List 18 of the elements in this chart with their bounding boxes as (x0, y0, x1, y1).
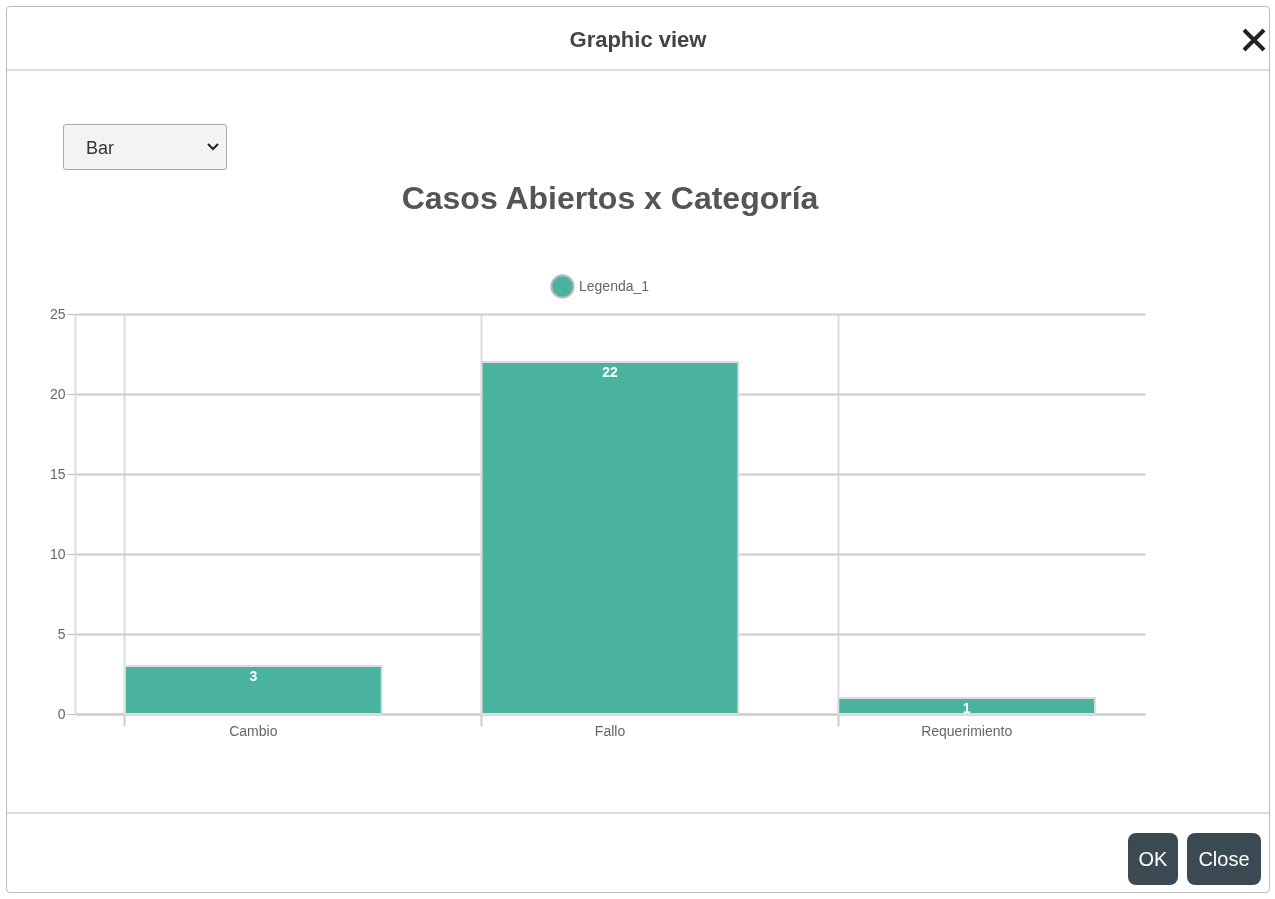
y-tick-label: 0 (57, 705, 66, 722)
x-tick-label: Requerimiento (921, 722, 1013, 739)
x-tick-label: Cambio (229, 722, 278, 739)
text: Graphic view (7, 7, 1269, 71)
x-tick-label: Fallo (594, 722, 626, 739)
data-label: 22 (602, 364, 618, 380)
y-tick-label: 10 (49, 545, 66, 562)
text: Bar (63, 124, 227, 170)
text: OK (1128, 833, 1178, 885)
chart-title: Casos Abiertos x Categoría (401, 180, 819, 216)
y-tick-label: 15 (49, 465, 66, 482)
y-tick-label: 20 (49, 385, 66, 402)
text: Close (1187, 833, 1261, 885)
data-label: 3 (249, 668, 258, 684)
y-tick-label: 25 (49, 305, 66, 322)
data-label: 1 (962, 700, 971, 716)
y-tick-label: 5 (57, 625, 66, 642)
legend-label: Legenda_1 (579, 277, 650, 294)
